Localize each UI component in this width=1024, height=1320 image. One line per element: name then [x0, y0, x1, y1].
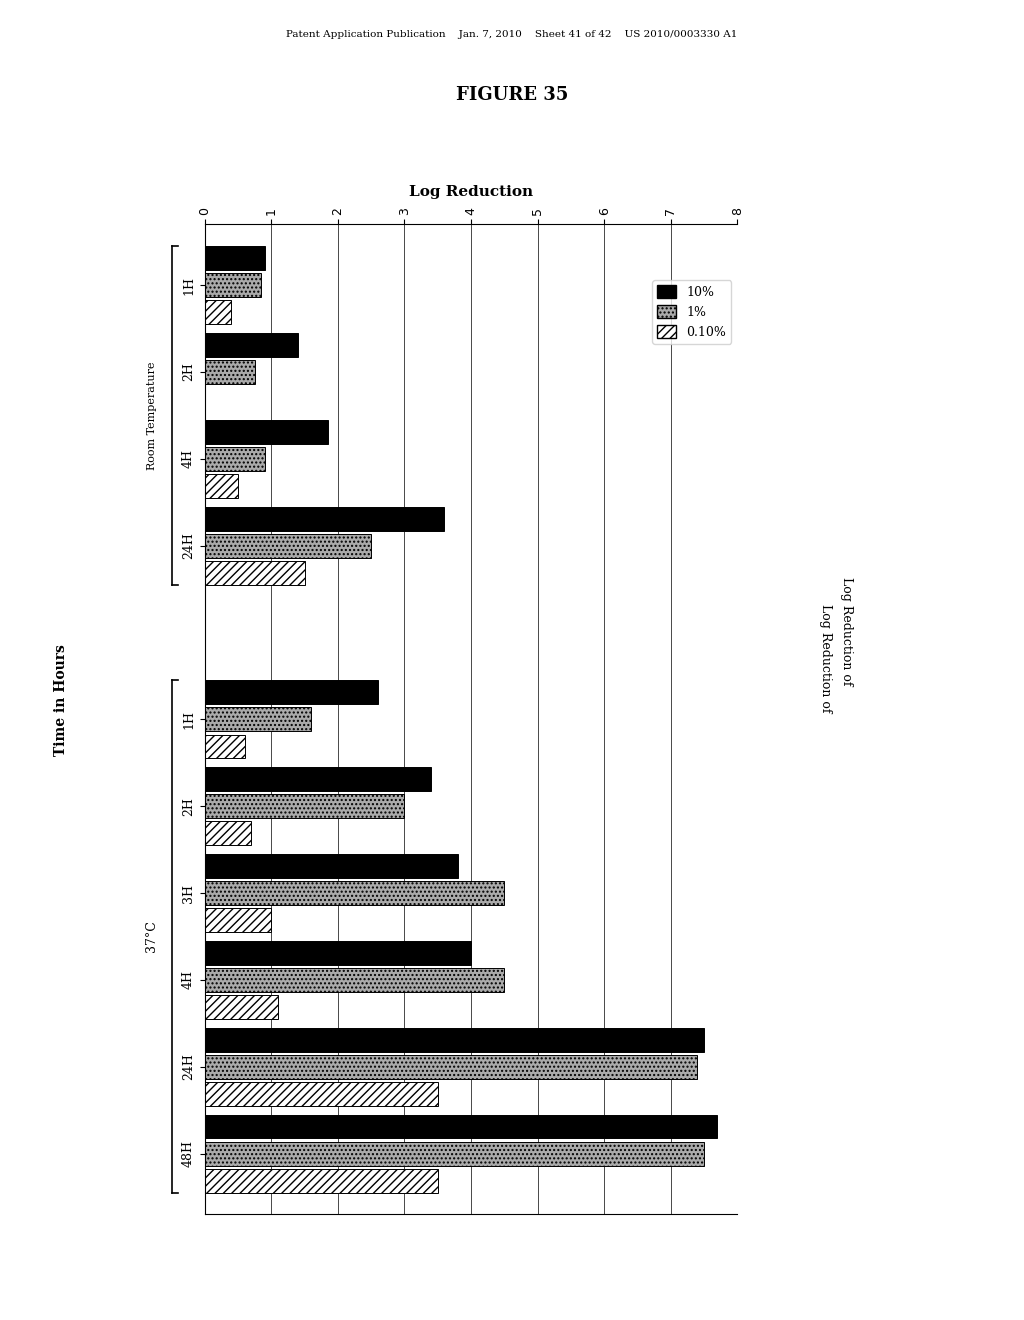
Text: Log Reduction of: Log Reduction of	[840, 577, 853, 690]
Bar	[205, 1028, 705, 1052]
Bar	[205, 821, 252, 845]
Bar	[205, 735, 245, 759]
Bar	[205, 561, 305, 585]
Bar	[205, 360, 255, 384]
Bar	[205, 680, 378, 704]
Bar	[205, 420, 328, 444]
Bar	[205, 447, 264, 471]
Legend: 10%, 1%, 0.10%: 10%, 1%, 0.10%	[652, 280, 731, 343]
Bar	[205, 767, 431, 791]
Bar	[205, 533, 372, 557]
Bar	[205, 708, 311, 731]
Bar	[205, 1055, 697, 1078]
Bar	[205, 968, 504, 991]
Text: Time in Hours: Time in Hours	[54, 644, 69, 755]
Text: Log Reduction of: Log Reduction of	[819, 603, 833, 717]
Bar	[205, 1082, 438, 1106]
Text: Patent Application Publication    Jan. 7, 2010    Sheet 41 of 42    US 2010/0003: Patent Application Publication Jan. 7, 2…	[287, 30, 737, 40]
Bar	[205, 507, 444, 531]
Bar	[205, 941, 471, 965]
Bar	[205, 995, 279, 1019]
Text: Room Temperature: Room Temperature	[146, 362, 157, 470]
Bar	[205, 1114, 718, 1138]
Bar	[205, 301, 231, 325]
Bar	[205, 1142, 705, 1166]
Bar	[205, 246, 264, 271]
Text: FIGURE 35: FIGURE 35	[456, 86, 568, 104]
Bar	[205, 273, 261, 297]
Bar	[205, 1168, 438, 1193]
Text: 37°C: 37°C	[145, 920, 158, 953]
Bar	[205, 882, 504, 906]
X-axis label: Log Reduction: Log Reduction	[409, 185, 534, 198]
Bar	[205, 908, 271, 932]
Bar	[205, 333, 298, 356]
Bar	[205, 854, 458, 878]
Bar	[205, 795, 404, 818]
Bar	[205, 474, 238, 498]
